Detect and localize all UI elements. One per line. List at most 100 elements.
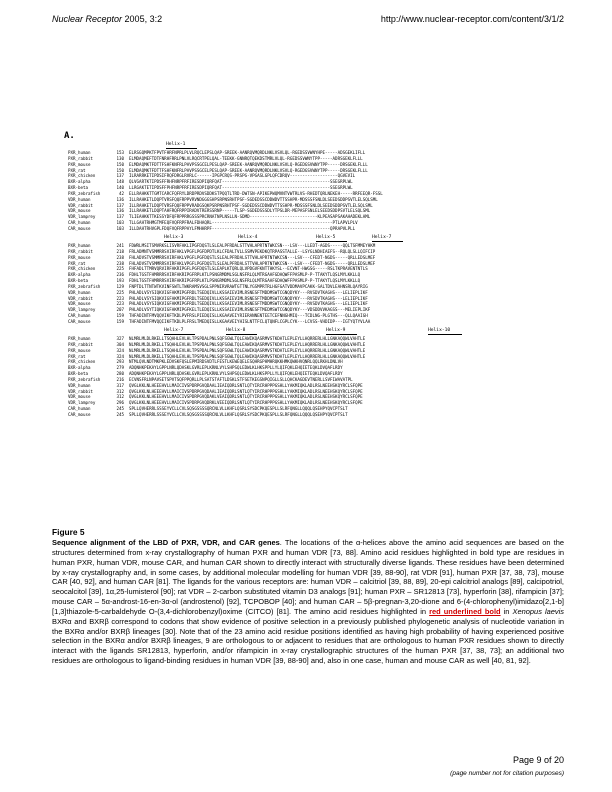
helix-label: Helix-10 (428, 328, 463, 335)
sequence-text: ILLDAHTRHVGPLFDQFVQFRPPAYLFMHHRPF-------… (129, 225, 356, 231)
page-note: (page number not for citation purposes) (450, 770, 564, 777)
species-name: PXR_human (68, 243, 91, 248)
sequence-text: ILLRAHKETLDQPTVRSFQQFRPPVRADGSQKPSRPNSRH… (129, 202, 373, 208)
sequence-text: ELMDAQMEFTDTFNRHFRRLPNLVLRQCRTPELQAL-TEE… (129, 155, 363, 161)
sequence-text: ELMDAQMKTFDTTFSHFKNFRLPAVPSSGCELPESLQAP-… (129, 161, 368, 167)
sequence-text: PHLADLVSYSIQKVIGFAKMIPGFRDLTSEDQIVLLKSSA… (129, 301, 368, 307)
sequence-text: TLIEAHKKTTKESSYDFQFRPPRRGSSSPRCRNATNPLNS… (129, 214, 371, 220)
caption-text-1: . The locations of the α-helices above t… (52, 538, 564, 616)
alignment-row: PXR_rat 150 ELMDAQMKTFDTTFSHFKNFRLPAVPSSGC… (68, 168, 568, 174)
residue-position: 245 (116, 411, 124, 417)
figure-title: Sequence alignment of the LBD of PXR, VD… (52, 538, 280, 547)
sequence-text: THFADINTFMVQQIIKFTKDLPLFRSLTMEDQISLLKGAA… (129, 318, 371, 324)
figure-label: Figure 5 (52, 527, 85, 537)
species-name: PXR_zebrafish (68, 283, 101, 289)
sequence-text: TLLGAHTRHMGTMFEQFVQFRPFRALFDHAQRL-------… (129, 220, 358, 226)
species-name: PXR_chicken (68, 359, 96, 365)
panel-label: A. (64, 131, 75, 141)
species-name: PXR_rat (68, 167, 86, 173)
sequence-text: ADQNHKPEKAYLGPPLNRLQDASKLGVRLEPLKRNLVYLS… (129, 365, 343, 371)
species-name: PXR_mouse (68, 254, 91, 260)
residue-position: 137 (116, 173, 124, 179)
species-name: VDR_human (68, 196, 91, 202)
alignment-row: PXR_mouse 238 FHLADVSTVSMMRRSVIRFAKLVPGFLP… (68, 255, 568, 261)
residue-position: 103 (116, 225, 124, 231)
species-name: PXR_chicken (68, 266, 96, 272)
alignment-row: BXR-alpha 279 ADQNHKPEKAYLGPPLNRLQDASKLGVR… (68, 365, 568, 371)
residue-position: 293 (116, 359, 124, 365)
species-name: VDR_rabbit (68, 295, 93, 301)
residue-position: 280 (116, 371, 124, 377)
alignment-row: VDR_lamprey 296 QVGLKKLNLHEEEHVLLMAICIVSPD… (68, 400, 568, 406)
alignment-row: VDR_mouse 312 QVGLKKLNLHEEEHVLLMAICIVSPDRP… (68, 394, 568, 400)
residue-position: 140 (116, 185, 124, 191)
helix-header-row: Helix-1 (68, 142, 568, 150)
sequence-text: FDWRLMSITSMVRKSLISVRFAKLIPGFDQSTLSLEALPF… (129, 243, 376, 248)
alignment-block-1: Helix-1 PXR_human 153 ELRSGQMPKTFPVTFHRFNPR… (68, 142, 568, 232)
sequence-text: FHLADVSTVSMMRRSVIRFAKLVPGFLPGFDQSTLSLEAL… (129, 260, 376, 266)
residue-position: 238 (116, 254, 124, 260)
species-name: PXR_rabbit (68, 341, 93, 347)
sequence-text: PHLADLVSYSIQKVIGFAKMIPGFRDLTSEDQIVLLKSSA… (129, 295, 368, 301)
alignment-row: VDR_rabbit 312 QVGLKKLNLHEEEHVLLMAICIVSPDR… (68, 389, 568, 395)
journal-name: Nuclear Receptor (52, 14, 123, 24)
alignment-row: VDR_human 225 PHLADLVSYSIQKVIGFAKMIPGFRDLT… (68, 290, 568, 296)
residue-position: 136 (116, 196, 124, 202)
alignment-row: CAR_mouse 103 ILLDAHTRHVGPLFDQFVQFRPPAYLFM… (68, 226, 568, 232)
residue-position: 153 (116, 150, 124, 155)
residue-position: 207 (116, 307, 124, 313)
sequence-text: NLMRLMLDLRKELLTSQAHLEVLHLTPSPDALPNLSQFSG… (129, 347, 366, 353)
sequence-text: SPLLQVHERRLSSSEYVCLLCVLSQSGSSSSQRCNLVLLK… (129, 411, 348, 417)
residue-position: 279 (116, 365, 124, 371)
residue-position: 324 (116, 347, 124, 353)
sequence-text: QVGLKKLNLHEEEHVLLMAICIVSPDRPGVQDAALIEAIQ… (129, 388, 363, 394)
residue-position: 137 (116, 202, 124, 208)
species-name: CAR_human (68, 406, 91, 412)
species-name: BXR-beta (68, 278, 88, 284)
helix-label: Helix-7 (164, 328, 196, 335)
alignment-row: VDR_lamprey 207 PHLADLVSYTIQKVIGFAKMIPGFKE… (68, 307, 568, 313)
sequence-text: LLRGAKTETIPDSFFPHFNRPFRFIRESDPIQRFQAT---… (129, 185, 353, 191)
alignment-row: PXR_rabbit 304 NLMRLMLDLRKELLTSQAHLEVLHLTP… (68, 342, 568, 348)
residue-position: 324 (116, 353, 124, 359)
sequence-text: ADQNHKPEKAYLGPPLNRLQDASKLGVRLEPLKRNLVYLS… (129, 371, 343, 377)
residue-position: 225 (116, 266, 124, 272)
species-name: BXR-beta (68, 185, 88, 191)
species-name: BXR-alpha (68, 272, 91, 278)
sequence-text: NLMRLMLDLRKELLTSQAHLEVLHLTPSPDALPNLSQFSG… (129, 336, 366, 341)
alignment-row: BXR-alpha 148 QLVGARTKTIPDSFFRHFNRPFRFIRES… (68, 179, 568, 185)
helix-label: Helix-1 (166, 142, 198, 149)
sequence-text: ILLRAHKETLDQPTVRSFQQFRPPVRVNDGGGSHPSRPNS… (129, 196, 378, 202)
species-name: PXR_zebrafish (68, 376, 101, 382)
sequence-text: ELRSGQMPKTFPVTFHRFNPRLPLVLRQCLEPSLQAP-SR… (129, 150, 366, 155)
journal-url[interactable]: http://www.nuclear-receptor.com/content/… (380, 14, 564, 24)
residue-position: 296 (116, 400, 124, 406)
alignment-row: BXR-beta 140 LLRGAKTETIPDSFFPHFNRPFRFIRESD… (68, 185, 568, 191)
helix-label: Helix-8 (226, 328, 258, 335)
sequence-text: ELMDAQMKTFDTTFSHFKNFRLPAVPSSGCELPESLQAP-… (129, 167, 368, 173)
species-name: BXR-beta (68, 371, 88, 377)
species-name: PXR_rabbit (68, 155, 93, 161)
alignment-row: CAR_human 245 SPLLQVHERRLSSSEYVCLLCVLSQSGS… (68, 406, 568, 412)
species-name: BXR-alpha (68, 365, 91, 371)
sequence-text: ILLRAHKETLDQPTAHFRQFRPPIRADVTRERSSRNP---… (129, 208, 371, 214)
sequence-text: ECVNSFRLNPAVSETSPVTSQFPPQRLLPLSATSTAFTLD… (129, 376, 353, 382)
species-name: PXR_chicken (68, 173, 96, 179)
residue-position: 223 (116, 301, 124, 307)
residue-position: 245 (116, 406, 124, 412)
alignment-block-3: Helix-7 Helix-8 Helix-9 Helix-10 PXR_human 32… (68, 328, 568, 418)
helix-header-row: Helix-3 Helix-4 Helix-5 Helix-7 (68, 235, 568, 243)
figure-caption: Sequence alignment of the LBD of PXR, VD… (52, 538, 564, 666)
sequence-text: ILRARRKETIPDSIFRQFDRGLRVRLC------IPGPCRQ… (129, 173, 356, 179)
species-name: PXR_mouse (68, 347, 91, 353)
species-name: CAR_human (68, 313, 91, 319)
alignment-row: PXR_zebrafish 216 ECVNSFRLNPAVSETSPVTSQFPP… (68, 377, 568, 383)
sequence-text: SPLLQVHERRLSSSEYVCLLCVLSQSGSSSSQRCNLVLLK… (129, 406, 348, 412)
sequence-text: QLVGARTKTIPDSFFRHFNRPFRFIRESDPIQRFQAT---… (129, 179, 353, 185)
species-name: BXR-alpha (68, 179, 91, 185)
residue-position: 159 (116, 313, 124, 319)
alignment-row: VDR_human 136 ILLRAHKETLDQPTVRSFQQFRPPVRVN… (68, 197, 568, 203)
alignment-row: PXR_rat 238 FHLADVSTVSMMRRSVIRFAKLVPGFLPGF… (68, 261, 568, 267)
species-name: VDR_mouse (68, 301, 91, 307)
residue-position: 238 (116, 260, 124, 266)
